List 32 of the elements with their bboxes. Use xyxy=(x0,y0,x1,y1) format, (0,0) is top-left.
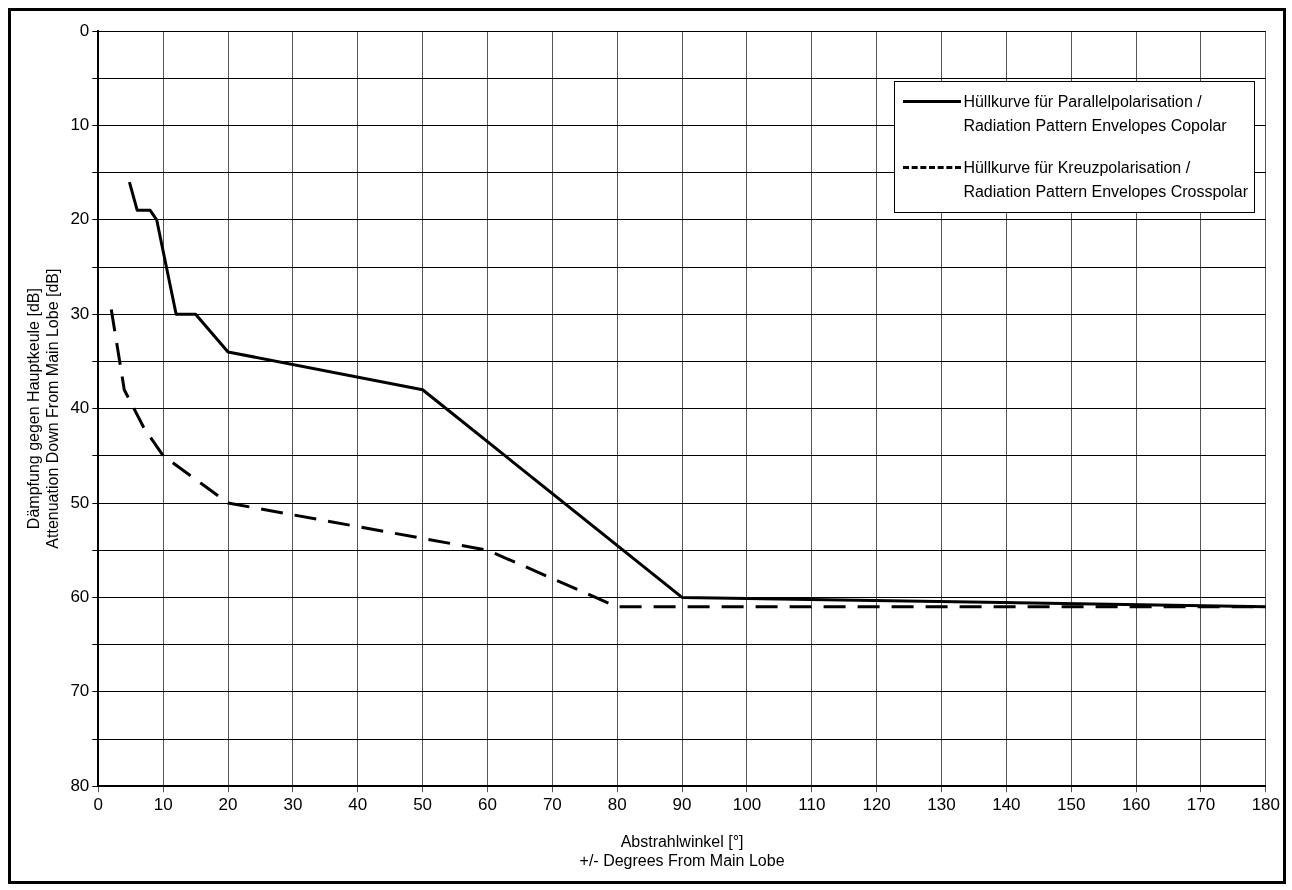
x-tick-label: 130 xyxy=(927,795,956,815)
x-tick-label: 80 xyxy=(607,795,627,815)
x-tick-label: 110 xyxy=(798,795,826,815)
x-tick-label: 90 xyxy=(672,795,692,815)
x-tick-label: 60 xyxy=(478,795,497,815)
x-tick-label: 150 xyxy=(1057,795,1086,815)
x-tick-label: 170 xyxy=(1186,795,1216,815)
x-tick-label: 160 xyxy=(1121,795,1151,815)
x-tick-label: 20 xyxy=(218,795,238,815)
legend-label: Hüllkurve für Parallelpolarisation / Radiation Pattern Envelopes Copolar xyxy=(963,92,1227,136)
x-tick-label: 120 xyxy=(862,795,891,815)
x-tick-label: 30 xyxy=(283,795,303,815)
y-tick-label: 50 xyxy=(70,492,90,512)
x-tick-label: 50 xyxy=(413,795,433,815)
y-tick-label: 70 xyxy=(70,681,90,701)
x-tick-label: 10 xyxy=(153,795,173,815)
y-tick-label: 40 xyxy=(70,398,90,418)
y-tick-label: 80 xyxy=(70,775,90,795)
y-tick-label: 20 xyxy=(70,209,90,229)
x-tick-label: 100 xyxy=(732,795,762,815)
x-tick-label: 70 xyxy=(542,795,562,815)
y-tick-label: 60 xyxy=(70,587,90,607)
x-axis-title: Abstrahlwinkel [°] +/- Degrees From Main Lobe xyxy=(579,832,785,869)
x-tick-label: 140 xyxy=(992,795,1021,815)
x-tick-label: 180 xyxy=(1251,795,1281,815)
legend-label: Hüllkurve für Kreuzpolarisation / Radiation Pattern Envelopes Crosspolar xyxy=(963,158,1248,202)
x-tick-label: 0 xyxy=(93,795,104,815)
y-tick-label: 10 xyxy=(70,115,90,135)
y-axis-title: Dämpfung gegen Hauptkeule [dB] Attenuation Down From Main Lobe [dB] xyxy=(25,268,62,549)
x-tick-label: 40 xyxy=(348,795,368,815)
y-tick-label: 30 xyxy=(70,303,90,323)
y-tick-label: 0 xyxy=(79,20,90,40)
